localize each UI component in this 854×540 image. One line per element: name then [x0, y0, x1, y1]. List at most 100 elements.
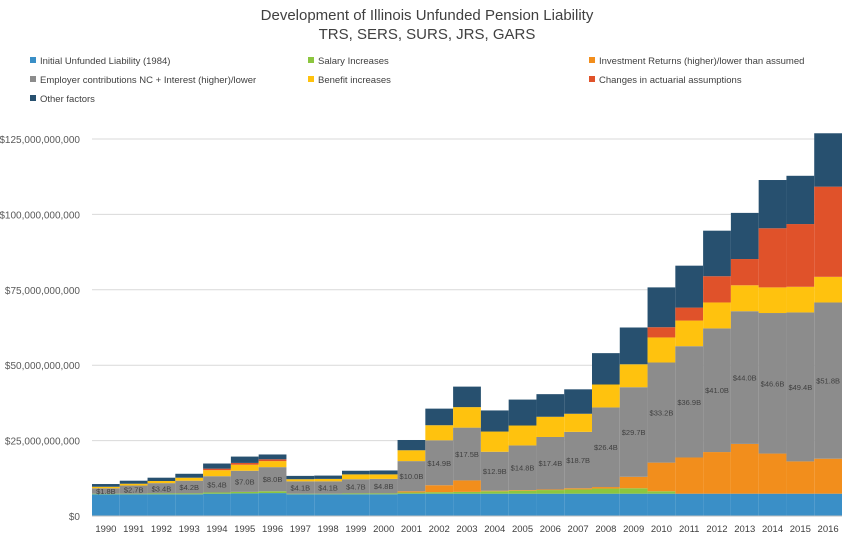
bar-segment [730, 285, 759, 312]
data-label: $33.2B [650, 409, 674, 418]
legend-swatch [30, 57, 36, 64]
legend-swatch [589, 76, 595, 83]
x-tick-label: 2013 [734, 524, 755, 535]
bar-segment [758, 287, 787, 314]
x-tick-label: 1991 [123, 524, 144, 535]
bar-segment [286, 494, 315, 516]
chart-title-block: Development of Illinois Unfunded Pension… [0, 6, 854, 44]
bar-segment [564, 489, 592, 494]
bar-segment [286, 479, 315, 482]
bar-segment [564, 488, 592, 490]
bar-segment [536, 416, 565, 437]
bar-segment [592, 487, 620, 489]
bar-segment [619, 493, 648, 516]
bar-segment [536, 493, 565, 516]
x-tick-label: 1990 [95, 524, 116, 535]
data-label: $18.7B [566, 456, 590, 465]
legend-swatch [308, 57, 314, 64]
bar-segment [758, 453, 787, 494]
bar-segment [92, 488, 120, 494]
bar-segment [730, 212, 759, 260]
x-tick-label: 2005 [512, 524, 533, 535]
bar-segment [230, 493, 259, 516]
bar-segment [453, 491, 481, 494]
bar-segment [258, 491, 287, 494]
bar-segment [342, 494, 370, 516]
bar-segment [286, 481, 315, 494]
bar-segment [647, 493, 676, 516]
bar-segment [397, 450, 426, 462]
data-label: $41.0B [705, 386, 729, 395]
bar-segment [814, 458, 842, 494]
bar-segment [619, 327, 648, 365]
bar-segment [230, 456, 259, 463]
bar-segment [369, 493, 398, 495]
bar-segment [564, 389, 592, 414]
data-label: $4.1B [318, 483, 338, 492]
x-tick-label: 1999 [345, 524, 366, 535]
bar-segment [592, 488, 620, 494]
bar-segment [730, 259, 759, 286]
data-label: $14.9B [427, 459, 451, 468]
data-label: $14.8B [511, 464, 535, 473]
data-label: $10.0B [400, 472, 424, 481]
data-label: $7.0B [235, 477, 255, 486]
x-tick-label: 2007 [568, 524, 589, 535]
bar-segment [92, 486, 120, 489]
bar-segment [508, 445, 537, 491]
legend-swatch [589, 57, 595, 64]
bar-segment [703, 276, 731, 303]
legend-item-actuarial-assumptions: Changes in actuarial assumptions [589, 75, 742, 86]
x-tick-label: 2009 [623, 524, 644, 535]
bar-segment [758, 228, 787, 288]
x-axis: 1990 1991 1992 1993 1994 1995 1996 1997 1998 1999… [92, 515, 842, 535]
bar-segment [314, 481, 342, 494]
bar-segment [175, 473, 204, 478]
data-label: $12.9B [483, 467, 507, 476]
bar-segment [230, 464, 259, 471]
data-label: $5.4B [207, 480, 227, 489]
chart-subtitle: TRS, SERS, SURS, JRS, GARS [318, 26, 536, 43]
bar-segment [730, 311, 759, 444]
data-label: $17.4B [538, 459, 562, 468]
x-tick-label: 1997 [290, 524, 311, 535]
bar-segment [425, 425, 454, 441]
x-tick-label: 2010 [651, 524, 672, 535]
x-tick-label: 2008 [595, 524, 616, 535]
bar-segment [814, 276, 842, 303]
bar-segment [619, 476, 648, 489]
bar-segment [425, 492, 454, 494]
bar-segment [730, 493, 759, 516]
bars [92, 133, 842, 516]
bar-segment [647, 337, 676, 363]
bar-segment [536, 436, 565, 490]
bar-segment [592, 353, 620, 385]
x-tick-label: 2002 [429, 524, 450, 535]
bar-segment [453, 493, 481, 516]
bar-segment [203, 470, 231, 477]
legend-item-employer-contributions: Employer contributions NC + Interest (hi… [30, 75, 256, 86]
legend-label: Investment Returns (higher)/lower than a… [599, 56, 805, 67]
legend-item-initial-unfunded: Initial Unfunded Liability (1984) [30, 56, 170, 67]
x-tick-label: 2015 [790, 524, 811, 535]
data-label: $4.8B [374, 482, 394, 491]
data-labels: $1.8B $2.7B $3.4B $4.2B $5.4B $7.0B $8.0B $4.1B… [96, 374, 840, 496]
bar-segment [647, 287, 676, 328]
legend-label: Initial Unfunded Liability (1984) [40, 56, 171, 67]
bar-segment [508, 490, 537, 491]
legend-swatch [30, 95, 36, 102]
x-tick-label: 2000 [373, 524, 394, 535]
data-label: $29.7B [622, 428, 646, 437]
data-label: $46.6B [761, 379, 785, 388]
bar-segment [425, 493, 454, 516]
bar-segment [480, 410, 509, 432]
bar-segment [119, 480, 148, 484]
bar-segment [258, 459, 287, 462]
bar-segment [286, 475, 315, 480]
x-tick-label: 1993 [179, 524, 200, 535]
x-tick-label: 2001 [401, 524, 422, 535]
y-tick-label: $100,000,000,000 [0, 210, 80, 221]
data-label: $49.4B [788, 383, 812, 392]
data-label: $4.2B [179, 483, 199, 492]
